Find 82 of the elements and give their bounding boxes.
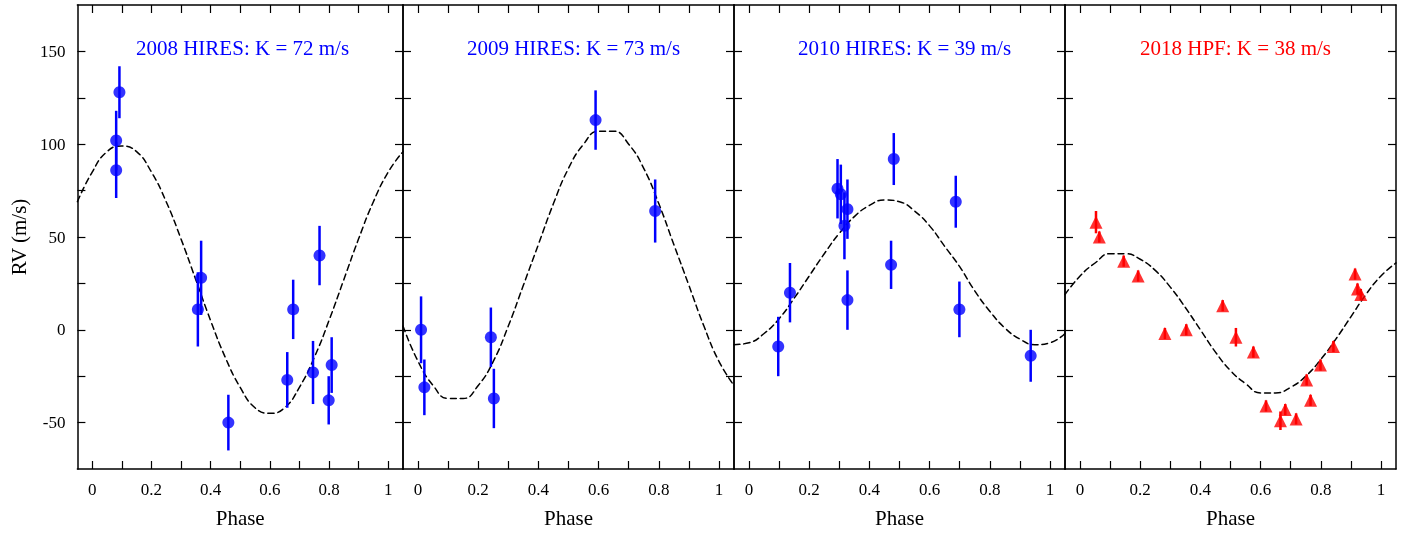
x-axis-title: Phase [1206,505,1255,530]
point [1273,414,1287,428]
x-tick-label: 0.8 [318,480,340,499]
text: 2009 HIRES: K = 73 m/s [466,35,681,60]
point [589,114,602,127]
x-tick-label: 0 [87,480,97,499]
x-tick-label: 0.4 [858,480,881,499]
point [1304,393,1318,407]
point [1024,349,1037,362]
x-tick-label: 1 [383,480,393,499]
point [783,286,796,299]
point [415,323,428,336]
point [953,303,966,316]
x-tick-label: 0.2 [140,480,163,499]
point [649,205,662,218]
point [287,303,300,316]
x-tick-label: 0.2 [798,480,820,499]
point [281,373,294,386]
x-tick-label: 0 [1075,480,1085,499]
point [487,392,500,405]
point [110,164,123,177]
text: 2008 HIRES: K = 72 m/s [135,35,350,60]
point [1117,254,1131,268]
y-tick-label: -50 [42,413,66,433]
point [1278,403,1292,417]
point [772,340,785,353]
point [1289,412,1303,426]
x-tick-label: 1 [1045,480,1055,499]
point [1259,399,1273,413]
point [1131,269,1145,283]
point [322,394,335,407]
x-axis-title: Phase [544,505,593,530]
point [1158,327,1172,341]
x-tick-label: 0.8 [1310,480,1332,499]
point [1313,358,1327,372]
point [949,195,962,208]
x-tick-label: 1 [1376,480,1386,499]
x-tick-label: 0.6 [587,480,610,499]
y-tick-label: 0 [56,320,66,340]
point [838,219,851,232]
x-tick-label: 0.4 [527,480,550,499]
point [887,153,900,166]
x-tick-label: 1 [714,480,724,499]
point [191,303,204,316]
point [1300,373,1314,387]
x-tick-label: 0.4 [1189,480,1212,499]
x-tick-label: 0.6 [1249,480,1272,499]
text: 2010 HIRES: K = 39 m/s [797,35,1012,60]
point [1179,323,1193,337]
x-tick-label: 0.2 [1129,480,1151,499]
x-axis-title: Phase [875,505,924,530]
point [1326,340,1340,353]
x-tick-label: 0.8 [648,480,670,499]
y-tick-label: 150 [39,41,66,61]
point [885,258,898,271]
point [113,86,126,99]
point [110,134,123,147]
point [325,359,338,372]
y-tick-label: 100 [39,134,66,154]
y-axis-title: RV (m/s) [6,198,31,276]
point [1354,288,1368,302]
point [313,249,326,262]
point [834,188,847,201]
text: 2018 HPF: K = 38 m/s [1140,35,1331,60]
x-tick-label: 0.6 [259,480,281,499]
point [1216,299,1230,313]
x-axis-title: Phase [215,505,265,530]
point [418,381,431,394]
point [841,203,854,216]
point [307,366,320,379]
point [484,331,497,344]
point [222,416,235,429]
x-tick-label: 0.4 [199,480,222,499]
x-tick-label: 0.8 [979,480,1001,499]
point [1246,345,1260,359]
x-tick-label: 0.6 [918,480,941,499]
point [195,271,208,284]
x-tick-label: 0.2 [467,480,489,499]
point [841,294,854,307]
x-tick-label: 0 [413,480,423,499]
x-tick-label: 0 [744,480,754,499]
y-tick-label: 50 [48,227,66,247]
